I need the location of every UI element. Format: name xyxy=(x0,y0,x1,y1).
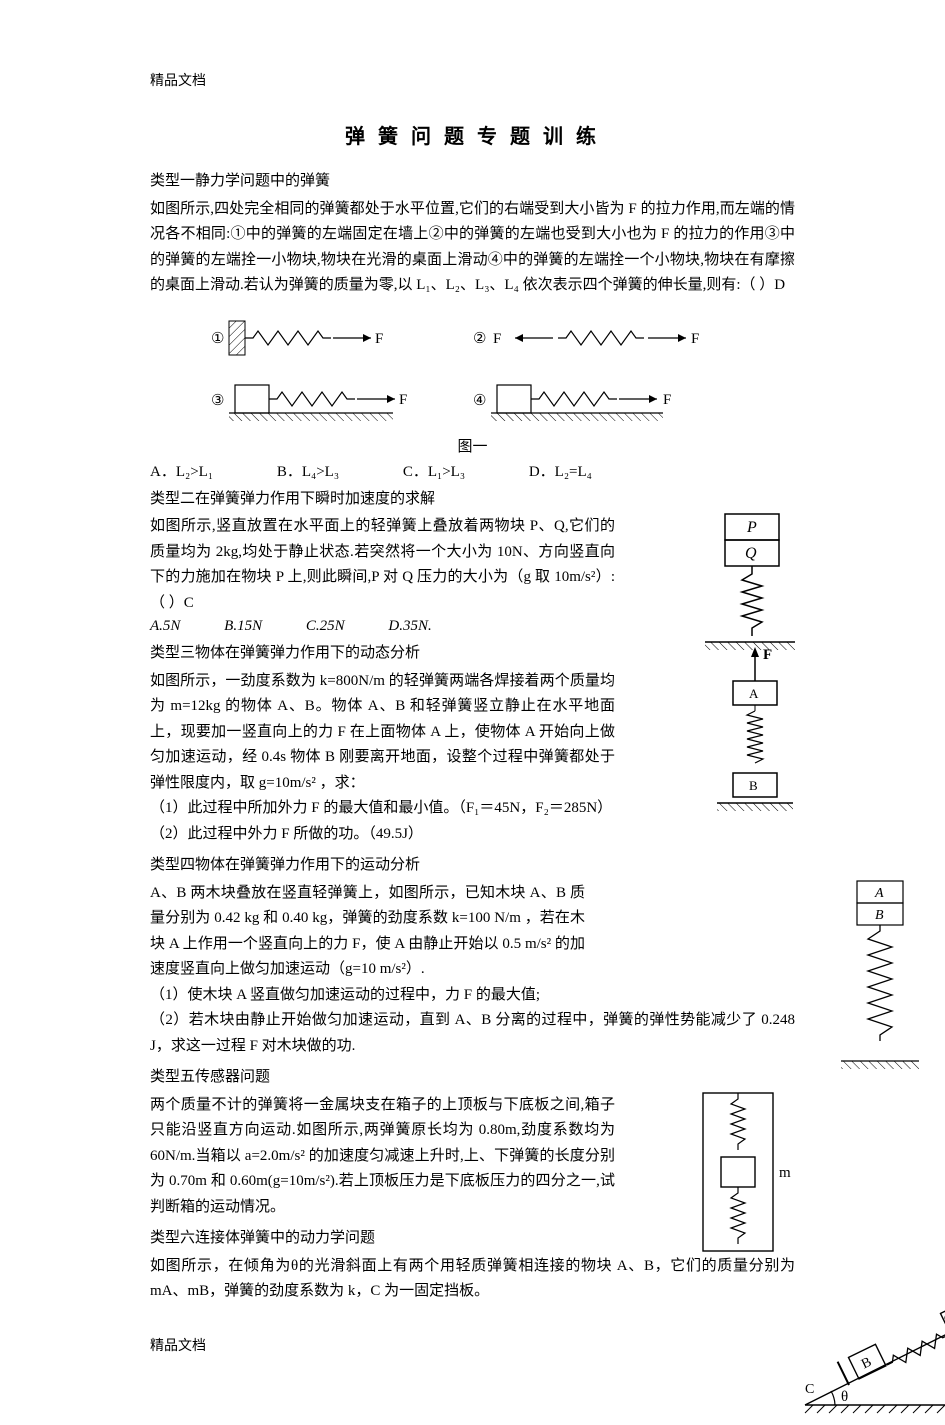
type6-body: 如图所示，在倾角为θ的光滑斜面上有两个用轻质弹簧相连接的物块 A、B，它们的质量… xyxy=(150,1254,795,1305)
svg-text:θ: θ xyxy=(841,1389,848,1405)
svg-text:B: B xyxy=(859,1354,874,1372)
type4-body: A、B 两木块叠放在竖直轻弹簧上，如图所示，已知木块 A、B 质量分别为 0.4… xyxy=(150,881,795,983)
figure-4: A B xyxy=(835,875,925,1085)
opt2-A: A.5N xyxy=(150,618,180,635)
svg-text:m: m xyxy=(779,1165,791,1181)
svg-text:①: ① xyxy=(211,331,224,347)
type3-q1: （1）此过程中所加外力 F 的最大值和最小值。（F₁＝45N，F₂＝285N） xyxy=(150,796,795,822)
svg-text:P: P xyxy=(746,519,757,536)
type4-head: 类型四物体在弹簧弹力作用下的运动分析 xyxy=(150,853,795,879)
opt-A: A．L₂>L₁ xyxy=(150,460,213,481)
svg-text:A: A xyxy=(874,886,884,901)
svg-text:F: F xyxy=(399,392,407,408)
opt2-C: C.25N xyxy=(306,618,345,635)
page-title: 弹 簧 问 题 专 题 训 练 xyxy=(150,120,795,149)
opt-C: C．L₁>L₃ xyxy=(403,460,465,481)
opt-B: B．L₄>L₃ xyxy=(277,460,339,481)
opt-D: D．L₂=L₄ xyxy=(529,460,592,481)
figure-2: P Q xyxy=(695,508,805,658)
figure-1-caption: 图一 xyxy=(150,435,795,456)
svg-text:F: F xyxy=(691,331,699,347)
figure-3: F A B xyxy=(705,645,805,835)
type1-head: 类型一静力学问题中的弹簧 xyxy=(150,169,795,195)
figure-6: θ B A C xyxy=(795,1285,945,1425)
svg-text:B: B xyxy=(875,908,884,923)
type3-q2: （2）此过程中外力 F 所做的功。（49.5J） xyxy=(150,822,795,848)
type3-body: 如图所示，一劲度系数为 k=800N/m 的轻弹簧两端各焊接着两个质量均为 m=… xyxy=(150,669,795,797)
svg-text:B: B xyxy=(749,778,758,793)
type4-q2: （2）若木块由静止开始做匀加速运动，直到 A、B 分离的过程中，弹簧的弹性势能减… xyxy=(150,1008,795,1059)
svg-text:③: ③ xyxy=(211,393,224,409)
svg-text:F: F xyxy=(663,392,671,408)
svg-text:C: C xyxy=(805,1382,814,1397)
svg-text:A: A xyxy=(749,686,759,701)
type1-body: 如图所示,四处完全相同的弹簧都处于水平位置,它们的右端受到大小皆为 F 的拉力作… xyxy=(150,197,795,299)
svg-text:F: F xyxy=(375,331,383,347)
footer-label: 精品文档 xyxy=(150,1335,795,1355)
svg-text:Q: Q xyxy=(745,545,757,562)
svg-text:②: ② xyxy=(473,331,486,347)
figure-5: m xyxy=(685,1085,805,1260)
header-label: 精品文档 xyxy=(150,70,795,90)
opt2-D: D.35N. xyxy=(388,618,431,635)
figure-1: ① F ② F F ③ F ④ F xyxy=(150,313,795,433)
type4-q1: （1）使木块 A 竖直做匀加速运动的过程中，力 F 的最大值; xyxy=(150,983,795,1009)
svg-text:F: F xyxy=(493,331,501,347)
opt2-B: B.15N xyxy=(224,618,262,635)
svg-text:④: ④ xyxy=(473,393,486,409)
svg-text:F: F xyxy=(763,647,772,663)
type1-options: A．L₂>L₁ B．L₄>L₃ C．L₁>L₃ D．L₂=L₄ xyxy=(150,460,795,481)
